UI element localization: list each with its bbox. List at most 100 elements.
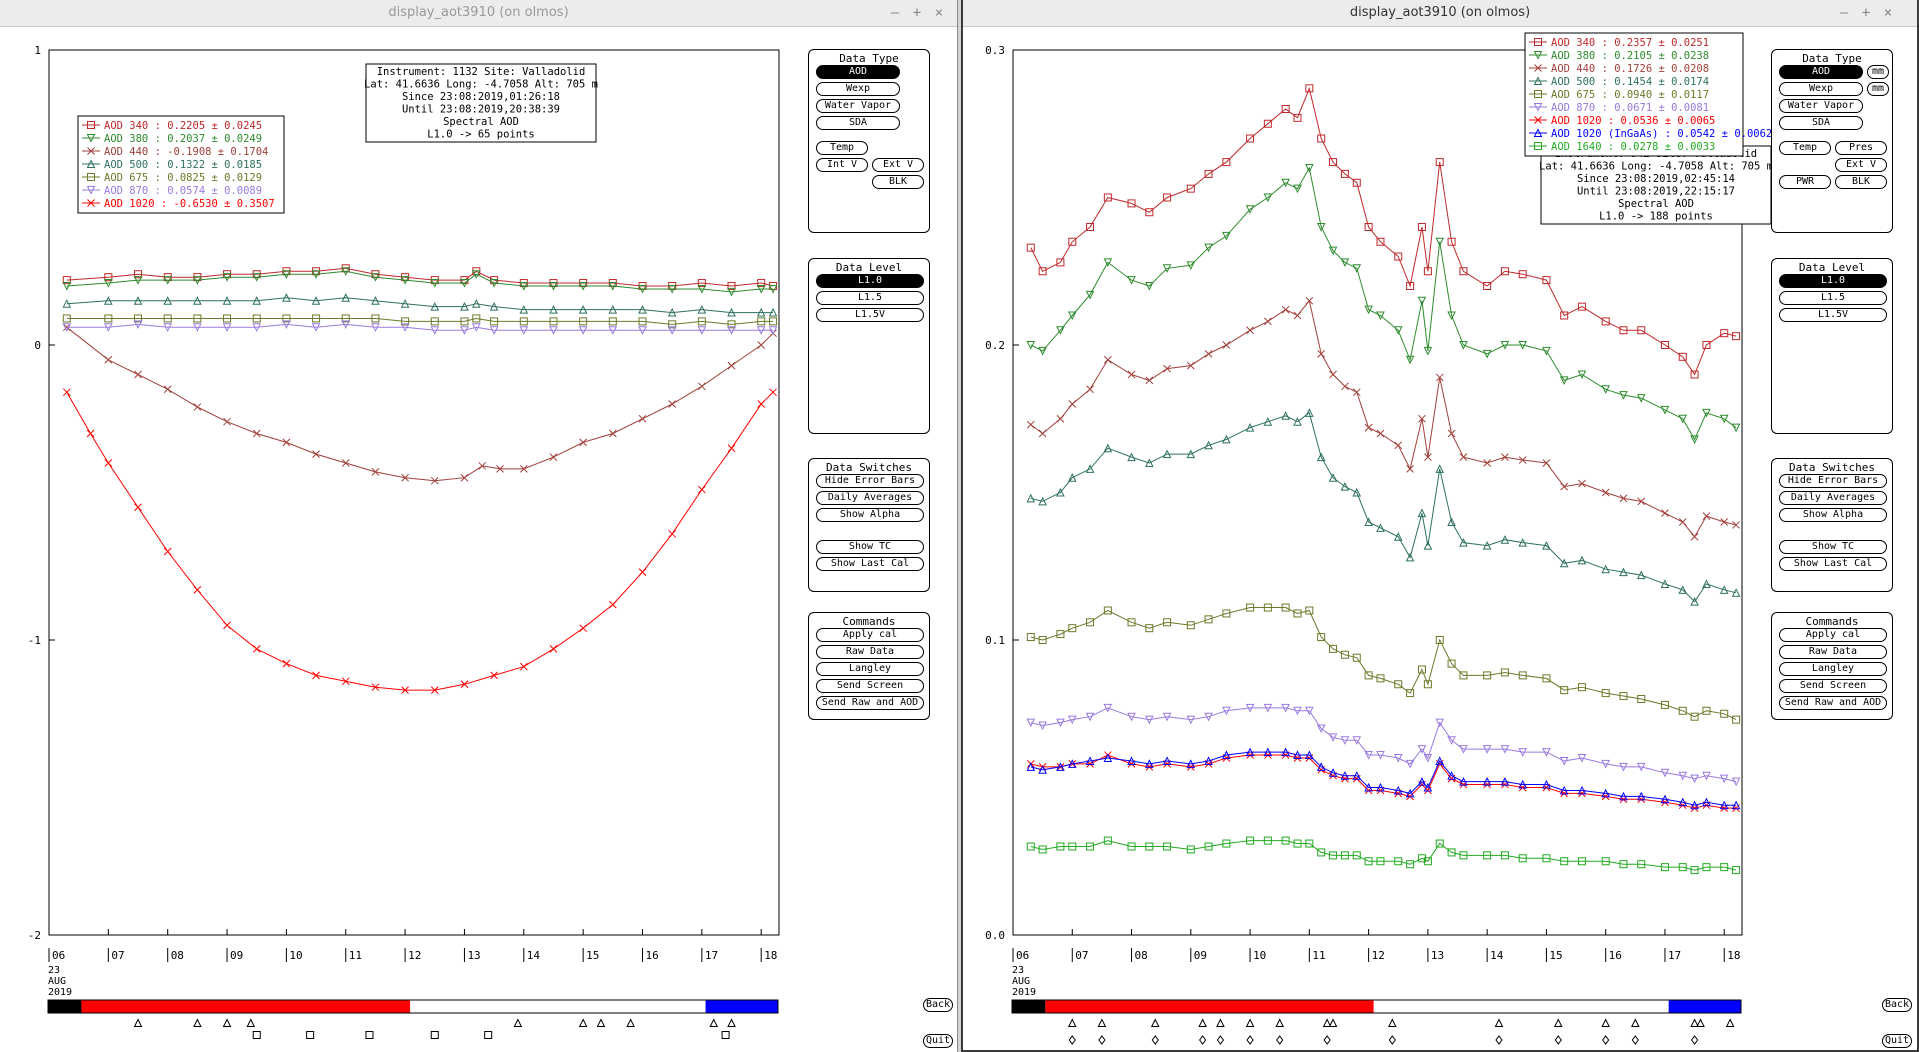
data-point: [489, 279, 499, 288]
show-tc-button[interactable]: Show TC: [816, 540, 924, 554]
data-point: [311, 270, 321, 279]
series-line: [1030, 840, 1737, 871]
ext-v-button[interactable]: Ext V: [872, 158, 924, 172]
langley-button[interactable]: Langley: [1779, 662, 1887, 676]
blk-button[interactable]: BLK: [872, 175, 924, 189]
ext-v-button[interactable]: Ext V: [1835, 158, 1887, 172]
data-point: [1245, 205, 1255, 214]
timeline-triangle: [1245, 1018, 1255, 1027]
data-point: [1127, 756, 1136, 765]
wexp-button[interactable]: Wexp: [1779, 82, 1863, 96]
data-point: [1340, 258, 1350, 268]
data-point: [1026, 842, 1035, 851]
data-point: [312, 450, 320, 459]
data-point: [1637, 695, 1646, 703]
timeline-diamond: [1495, 1035, 1503, 1045]
data-point: [1329, 158, 1338, 167]
water-vapor-button[interactable]: Water Vapor: [816, 99, 900, 113]
close-button[interactable]: ×: [1883, 5, 1893, 21]
window-titlebar[interactable]: display_aot3910 (on olmos): [0, 0, 957, 27]
data-point: [519, 662, 528, 671]
close-button[interactable]: ×: [934, 5, 944, 21]
show-alpha-button[interactable]: Show Alpha: [1779, 508, 1887, 522]
sda-button[interactable]: SDA: [816, 116, 900, 130]
minimize-button[interactable]: –: [890, 5, 900, 21]
data-point: [1293, 417, 1302, 426]
back-button[interactable]: Back: [1882, 998, 1912, 1012]
l15-button[interactable]: L1.5: [1779, 291, 1887, 305]
data-point: [401, 686, 409, 695]
pwr-button[interactable]: PWR: [1779, 175, 1831, 189]
send-screen-button[interactable]: Send Screen: [816, 679, 924, 693]
minimize-button[interactable]: –: [1839, 5, 1849, 21]
data-point: [1500, 341, 1510, 350]
raw-data-button[interactable]: Raw Data: [1779, 645, 1887, 659]
data-point: [1601, 788, 1610, 798]
l10-button[interactable]: L1.0: [1779, 274, 1887, 288]
data-point: [163, 547, 172, 556]
hide-error-bars-button[interactable]: Hide Error Bars: [1779, 474, 1887, 488]
send-screen-button[interactable]: Send Screen: [1779, 679, 1887, 693]
legend-label: AOD 500 : 0.1322 ± 0.0185: [104, 159, 262, 171]
temp-button[interactable]: Temp: [816, 141, 868, 155]
sda-button[interactable]: SDA: [1779, 116, 1863, 130]
l10-button[interactable]: L1.0: [816, 274, 924, 288]
data-point: [1204, 243, 1213, 253]
data-point: [549, 317, 558, 326]
data-point: [371, 296, 380, 305]
quit-button[interactable]: Quit: [923, 1034, 953, 1048]
data-point: [1731, 800, 1741, 810]
window-titlebar[interactable]: display_aot3910 (on olmos): [963, 0, 1917, 27]
send-raw-and-aod-button[interactable]: Send Raw and AOD: [1779, 696, 1887, 710]
show-last-cal-button[interactable]: Show Last Cal: [1779, 557, 1887, 571]
series-line: [1030, 86, 1737, 376]
maximize-button[interactable]: +: [912, 5, 922, 21]
timeline-diamond: [1631, 1035, 1639, 1045]
data-point: [1732, 332, 1741, 341]
aod-button[interactable]: AOD: [816, 65, 900, 79]
data-point: [1103, 355, 1112, 364]
show-alpha-button[interactable]: Show Alpha: [816, 508, 924, 522]
show-last-cal-button[interactable]: Show Last Cal: [816, 557, 924, 571]
blk-button[interactable]: BLK: [1835, 175, 1887, 189]
data-switches-title: Data Switches: [1788, 461, 1876, 474]
int-v-button[interactable]: Int V: [816, 158, 868, 172]
data-point: [1186, 621, 1195, 630]
data-point: [1417, 508, 1427, 518]
water-vapor-button[interactable]: Water Vapor: [1779, 99, 1863, 113]
hide-error-bars-button[interactable]: Hide Error Bars: [816, 474, 924, 488]
quit-button[interactable]: Quit: [1882, 1034, 1912, 1048]
data-point: [1500, 851, 1509, 860]
data-point: [1405, 759, 1415, 769]
show-tc-button[interactable]: Show TC: [1779, 540, 1887, 554]
data-point: [1038, 765, 1047, 774]
raw-data-button[interactable]: Raw Data: [816, 645, 924, 659]
timeline-triangle: [1275, 1018, 1285, 1027]
maximize-button[interactable]: +: [1861, 5, 1871, 21]
data-point: [252, 273, 262, 282]
info-line: Until 23:08:2019,20:38:39: [402, 104, 560, 116]
mm-button-2[interactable]: mm: [1867, 82, 1889, 96]
temp-button[interactable]: Temp: [1779, 141, 1831, 155]
series-aod-380: [62, 267, 778, 297]
send-raw-and-aod-button[interactable]: Send Raw and AOD: [816, 696, 924, 710]
pres-button[interactable]: Pres: [1835, 141, 1887, 155]
back-button[interactable]: Back: [923, 998, 953, 1012]
apply-cal-button[interactable]: Apply cal: [1779, 628, 1887, 642]
daily-averages-button[interactable]: Daily Averages: [816, 491, 924, 505]
aod-button[interactable]: AOD: [1779, 65, 1863, 79]
data-point: [1394, 252, 1403, 261]
wexp-button[interactable]: Wexp: [816, 82, 900, 96]
data-point: [1186, 449, 1196, 459]
data-point: [104, 273, 113, 282]
l15-button[interactable]: L1.5: [816, 291, 924, 305]
apply-cal-button[interactable]: Apply cal: [816, 628, 924, 642]
data-point: [1577, 785, 1587, 795]
l15v-button[interactable]: L1.5V: [1779, 308, 1887, 322]
langley-button[interactable]: Langley: [816, 662, 924, 676]
l15v-button[interactable]: L1.5V: [816, 308, 924, 322]
daily-averages-button[interactable]: Daily Averages: [1779, 491, 1887, 505]
data-point: [1720, 863, 1729, 872]
y-tick-label: -2: [28, 929, 41, 942]
mm-button[interactable]: mm: [1867, 65, 1889, 79]
